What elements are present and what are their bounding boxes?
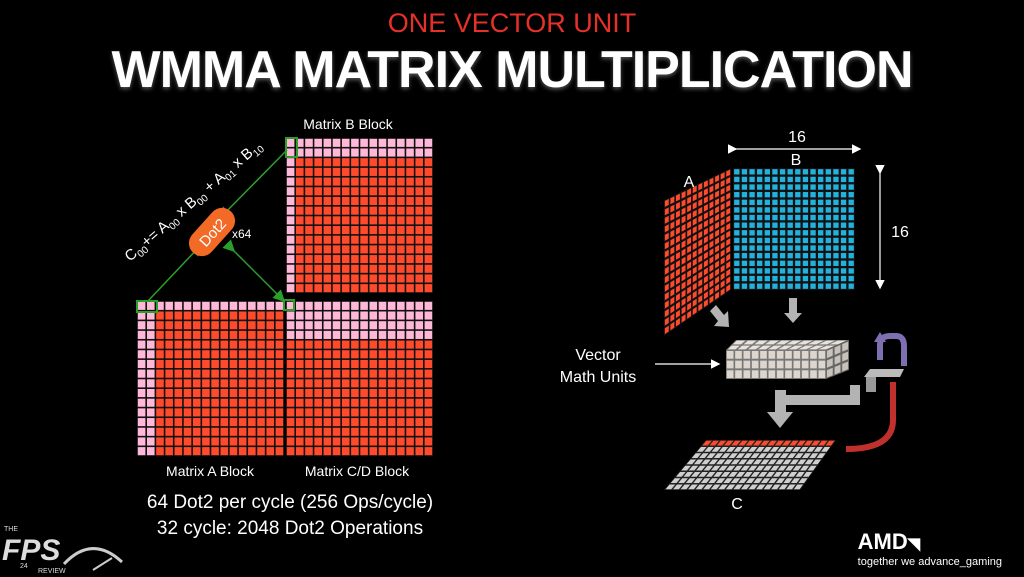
- matrix-c-plane: [664, 440, 836, 490]
- arrow-dot2-cd: [222, 239, 286, 303]
- arrow-b-to-dot2: [218, 149, 288, 220]
- slide-subtitle: ONE VECTOR UNIT: [387, 8, 637, 38]
- arrow-a-to-vmu: [710, 305, 729, 327]
- svg-text:REVIEW: REVIEW: [38, 568, 66, 575]
- matrix-a-cube-face: [664, 168, 731, 336]
- accumulator-stem: [866, 377, 876, 392]
- vmu-label-line2: Math Units: [560, 369, 636, 386]
- slide-title: WMMA MATRIX MULTIPLICATION: [111, 41, 913, 99]
- matrix-a-label: Matrix A Block: [166, 463, 255, 479]
- stats-line-2: 32 cycle: 2048 Dot2 Operations: [156, 518, 424, 539]
- amd-tagline: together we advance_gaming: [857, 556, 1002, 568]
- dimension-width-label: 16: [788, 129, 806, 146]
- svg-text:THE: THE: [4, 526, 18, 533]
- arrow-b-to-vmu: [784, 298, 802, 323]
- fps-review-watermark: THE FPS 24 REVIEW: [2, 526, 124, 575]
- highlight-cd-cell: [283, 299, 295, 311]
- vmu-label-line1: Vector: [575, 347, 621, 364]
- arrow-vmu-output: [767, 385, 860, 428]
- matrix-b-grid: [286, 138, 433, 293]
- dimension-height-label: 16: [891, 224, 909, 241]
- highlight-b-column: [285, 137, 298, 158]
- amd-logo: AMD◥ together we advance_gaming: [857, 529, 1002, 569]
- amd-logo-text: AMD◥: [857, 529, 921, 554]
- matrix-b-cube-face: [733, 168, 855, 290]
- matrix-c-plane-label: C: [731, 496, 743, 513]
- svg-text:24: 24: [20, 563, 28, 570]
- matrix-b-cube-label: B: [791, 152, 802, 169]
- accumulator-plate: [864, 369, 904, 377]
- highlight-a-row: [136, 300, 158, 313]
- vector-math-unit-block: [726, 340, 849, 379]
- matrix-a-cube-label: A: [684, 174, 695, 191]
- matrix-b-label: Matrix B Block: [303, 116, 393, 132]
- feedback-arrow-c-to-acc: [845, 382, 896, 452]
- arrow-a-to-dot2: [147, 243, 203, 302]
- matrix-cd-grid: [286, 301, 433, 456]
- stats-block: 64 Dot2 per cycle (256 Ops/cycle) 32 cyc…: [0, 490, 580, 542]
- matrix-a-grid: [137, 301, 284, 456]
- matrix-cd-label: Matrix C/D Block: [305, 463, 410, 479]
- stats-line-1: 64 Dot2 per cycle (256 Ops/cycle): [146, 492, 434, 513]
- dot2-multiplier: x64: [232, 227, 252, 241]
- svg-text:FPS: FPS: [2, 534, 60, 567]
